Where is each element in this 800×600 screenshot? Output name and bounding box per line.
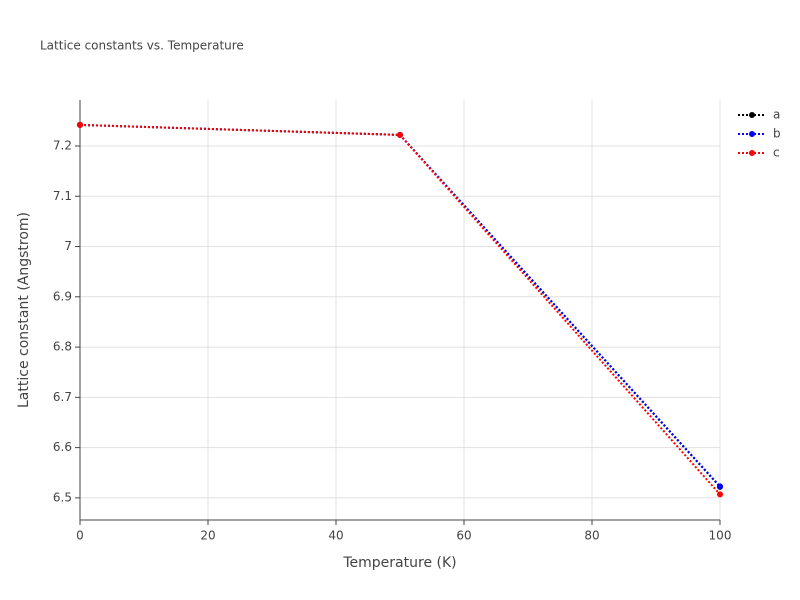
y-tick-label: 7.2	[53, 138, 72, 152]
y-axis-title: Lattice constant (Angstrom)	[16, 212, 32, 408]
data-point	[77, 121, 83, 128]
data-point	[717, 483, 723, 490]
chart-title: Lattice constants vs. Temperature	[40, 39, 244, 53]
x-tick-label: 80	[584, 529, 599, 543]
x-tick-label: 60	[456, 529, 471, 543]
legend-label: c	[773, 146, 780, 160]
y-tick-label: 6.6	[53, 440, 72, 454]
y-tick-label: 6.8	[53, 340, 72, 354]
data-point	[717, 491, 723, 498]
legend-marker	[749, 131, 755, 137]
x-axis-title: Temperature (K)	[342, 555, 456, 571]
x-tick-label: 100	[709, 529, 732, 543]
y-tick-label: 6.5	[53, 490, 72, 504]
y-tick-label: 6.9	[53, 289, 72, 303]
data-point	[397, 131, 403, 138]
legend-label: a	[773, 108, 780, 122]
y-tick-label: 7	[64, 239, 72, 253]
series-line	[79, 123, 721, 487]
x-tick-label: 0	[76, 529, 84, 543]
x-tick-label: 20	[200, 529, 215, 543]
y-tick-label: 6.7	[53, 390, 72, 404]
legend-label: b	[773, 127, 781, 141]
series-line	[79, 123, 721, 496]
series-line	[79, 123, 721, 488]
y-tick-label: 7.1	[53, 189, 72, 203]
x-tick-label: 40	[328, 529, 343, 543]
legend-marker	[749, 150, 755, 156]
legend-marker	[749, 112, 755, 118]
